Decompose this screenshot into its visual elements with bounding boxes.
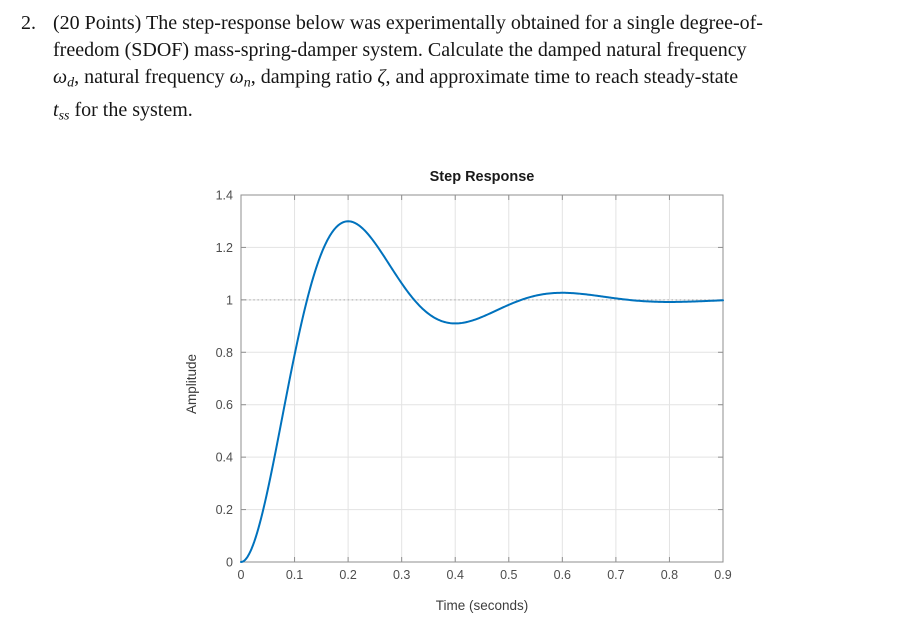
- axes-box: [240, 194, 724, 563]
- step-response-figure: 0 0.1 0.2 0.3 0.4 0.5 0.6 0.7 0.8 0.9 0 0.2 0.4 0.6 0.…: [160, 160, 760, 620]
- problem-text-line: ωd, natural frequency ωn, damping ratio …: [53, 64, 898, 97]
- x-tick-label: 0.5: [500, 568, 517, 582]
- math-symbol: ω: [53, 66, 68, 88]
- problem-text-line: tss for the system.: [53, 97, 898, 130]
- plot-area: 0 0.1 0.2 0.3 0.4 0.5 0.6 0.7 0.8 0.9 0 0.2 0.4 0.6 0.…: [216, 189, 732, 583]
- response-curve: [240, 220, 724, 563]
- text-segment: freedom (SDOF) mass-spring-damper system…: [53, 39, 747, 61]
- x-tick-label: 0.2: [339, 568, 356, 582]
- math-symbol: n: [243, 75, 251, 91]
- text-segment: , natural frequency: [74, 66, 230, 88]
- problem-number: 2.: [21, 12, 36, 34]
- chart-title: Step Response: [430, 169, 535, 185]
- x-tick-label: 0.4: [447, 568, 464, 582]
- y-tick-label: 0.6: [216, 398, 233, 412]
- math-symbol: ω: [229, 66, 244, 88]
- text-segment: for the system.: [69, 98, 193, 121]
- step-response-chart: 0 0.1 0.2 0.3 0.4 0.5 0.6 0.7 0.8 0.9 0 0.2 0.4 0.6 0.…: [184, 169, 732, 613]
- x-tick-label: 0.1: [286, 568, 303, 582]
- problem-text: (20 Points) The step-response below was …: [53, 10, 898, 129]
- y-tick-label: 0.2: [216, 503, 233, 517]
- x-axis-label: Time (seconds): [436, 598, 529, 613]
- y-tick-label: 0.8: [216, 346, 233, 360]
- x-tick-label: 0: [238, 568, 245, 582]
- x-tick-label: 0.8: [661, 568, 678, 582]
- y-tick-label: 1.2: [216, 241, 233, 255]
- y-tick-label: 1: [226, 293, 233, 307]
- problem-text-line: freedom (SDOF) mass-spring-damper system…: [53, 37, 898, 64]
- math-symbol: ss: [58, 108, 70, 123]
- y-axis-label: Amplitude: [184, 354, 199, 414]
- x-tick-label: 0.7: [607, 568, 624, 582]
- y-tick-label: 0: [226, 556, 233, 570]
- math-symbol: d: [67, 75, 75, 91]
- math-symbol: t: [53, 98, 59, 121]
- problem-text-line: (20 Points) The step-response below was …: [53, 10, 898, 37]
- math-symbol: ζ: [377, 66, 386, 88]
- y-tick-label: 1.4: [216, 189, 233, 203]
- text-segment: , and approximate time to reach steady-s…: [385, 66, 739, 88]
- text-segment: (20 Points) The step-response below was …: [53, 12, 763, 34]
- problem-statement: 2. (20 Points) The step-response below w…: [21, 10, 898, 129]
- y-tick-label: 0.4: [216, 451, 233, 465]
- x-tick-label: 0.9: [714, 568, 731, 582]
- x-tick-label: 0.6: [554, 568, 571, 582]
- text-segment: , damping ratio: [250, 66, 378, 88]
- x-tick-label: 0.3: [393, 568, 410, 582]
